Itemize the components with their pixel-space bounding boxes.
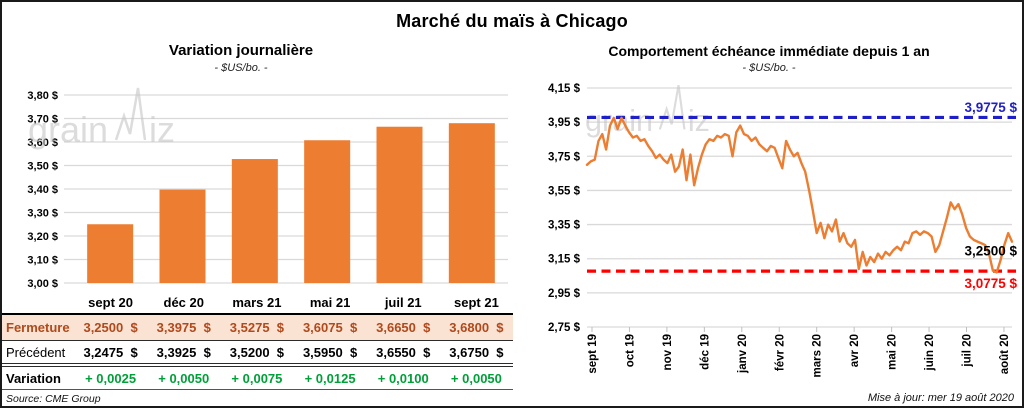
table-cell: 3,6650 $ (376, 320, 431, 335)
row-label: Variation (6, 371, 61, 386)
table-cell: + 0,0100 (377, 371, 429, 386)
y-axis-tick-label: 2,95 $ (548, 288, 581, 300)
table-cell: + 0,0050 (450, 371, 502, 386)
y-axis-tick-label: 3,15 $ (548, 254, 581, 266)
bar-juil 21 (376, 126, 423, 283)
y-axis-tick-label: 3,10 $ (27, 255, 58, 267)
column-header: sept 21 (454, 295, 499, 310)
y-axis-tick-label: 3,75 $ (548, 151, 581, 163)
table-cell: 3,5275 $ (229, 320, 285, 335)
watermark-text: iz (688, 104, 710, 138)
y-axis-tick-label: 3,40 $ (27, 184, 58, 196)
watermark-text: grain (28, 109, 108, 150)
bar-chart-subtitle: - $US/bo. - (214, 62, 268, 74)
x-axis-tick-label: nov 19 (662, 334, 674, 370)
daily-variation-bar-chart: 3,80 $ 3,70 $ 3,60 $ 3,50 $ 3,40 $ 3,30 $ 3,20… (27, 87, 508, 290)
page-title: Marché du maïs à Chicago (396, 11, 628, 31)
y-axis-tick-label: 2,75 $ (548, 322, 581, 334)
y-axis-tick-label: 3,35 $ (548, 220, 581, 232)
column-header: déc 20 (163, 295, 204, 310)
grainwiz-watermark: grain iz (585, 85, 710, 138)
table-cell: + 0,0075 (231, 371, 283, 386)
table-cell: 3,3975 $ (156, 320, 211, 335)
y-axis-tick-label: 3,80 $ (27, 90, 58, 102)
column-header: mars 21 (232, 295, 282, 310)
watermark-spike-icon (114, 87, 147, 141)
table-cell: + 0,0025 (85, 371, 137, 386)
line-chart-subtitle: - $US/bo. - (742, 62, 796, 74)
row-label: Précédent (6, 344, 66, 360)
watermark-spike-icon (658, 85, 686, 130)
bar-mai 21 (304, 140, 351, 283)
grainwiz-watermark: grain iz (28, 87, 175, 150)
update-note: Mise à jour: mer 19 août 2020 (867, 392, 1014, 404)
price-table: sept 20 déc 20 mars 21 mai 21 juil 21 sept 21… (2, 292, 513, 390)
table-cell: 3,6800 $ (449, 320, 504, 335)
x-axis-tick-label: févr 20 (774, 334, 786, 371)
reference-line-label: 3,0775 $ (964, 276, 1017, 291)
x-axis-tick-label: mai 20 (887, 334, 899, 370)
x-axis-tick-label: janv 20 (737, 334, 749, 374)
x-axis-tick-label: avr 20 (849, 334, 861, 367)
bar-mars 21 (231, 159, 278, 283)
x-axis-tick-label: août 20 (999, 334, 1011, 374)
table-row-precedent: Précédent 3,2475 $ 3,3925 $ 3,5200 $ 3,5950 … (2, 341, 513, 367)
reference-line-label: 3,9775 $ (964, 100, 1017, 115)
bar-sept 21 (448, 123, 495, 283)
watermark-text: iz (149, 109, 175, 150)
bar-déc 20 (159, 189, 206, 283)
table-cell: 3,6550 $ (376, 344, 431, 360)
line-chart-title: Comportement échéance immédiate depuis 1… (608, 43, 930, 59)
x-axis-tick-label: déc 19 (699, 334, 711, 370)
source-note: Source: CME Group (6, 393, 101, 405)
table-row-variation: Variation + 0,0025 + 0,0050 + 0,0075 + 0,012… (2, 368, 513, 390)
table-cell: 3,2500 $ (83, 320, 138, 335)
x-axis-tick-label: mars 20 (812, 334, 824, 377)
table-cell: 3,5200 $ (229, 344, 285, 360)
bar-chart-title: Variation journalière (168, 42, 314, 59)
y-axis-tick-label: 3,70 $ (27, 114, 58, 126)
y-axis-tick-label: 3,30 $ (27, 208, 58, 220)
x-axis-tick-label: juin 20 (924, 334, 936, 371)
column-header: sept 20 (88, 295, 133, 310)
table-cell: 3,5950 $ (302, 344, 358, 360)
y-axis-tick-label: 3,60 $ (27, 137, 58, 149)
y-axis-tick-label: 4,15 $ (548, 83, 581, 95)
y-axis-tick-label: 3,50 $ (27, 161, 58, 173)
watermark-text: grain (585, 104, 653, 138)
table-cell: 3,6075 $ (302, 320, 358, 335)
bar-sept 20 (87, 224, 134, 283)
one-year-price-line-chart: 4,15 $ 3,95 $ 3,75 $ 3,55 $ 3,35 $ 3,15 $ 2,95… (548, 83, 1017, 377)
x-axis-tick-label: juil 20 (962, 334, 974, 368)
price-series-line (585, 116, 1014, 274)
y-axis-tick-label: 3,00 $ (27, 278, 58, 290)
table-row-fermeture: Fermeture 3,2500 $ 3,3975 $ 3,5275 $ 3,6075 … (2, 315, 513, 341)
last-price-label: 3,2500 $ (964, 244, 1017, 259)
row-label: Fermeture (6, 320, 70, 335)
table-header-row: sept 20 déc 20 mars 21 mai 21 juil 21 sept 21 (2, 292, 513, 315)
table-cell: + 0,0050 (158, 371, 210, 386)
table-cell: + 0,0125 (304, 371, 356, 386)
column-header: mai 21 (309, 295, 351, 310)
table-cell: 3,6750 $ (449, 344, 504, 360)
table-cell: 3,2475 $ (83, 344, 138, 360)
y-axis-tick-label: 3,20 $ (27, 231, 58, 243)
x-axis-tick-label: oct 19 (624, 334, 636, 367)
y-axis-tick-label: 3,55 $ (548, 185, 581, 197)
column-header: juil 21 (384, 295, 422, 310)
y-axis-tick-label: 3,95 $ (548, 117, 581, 129)
x-axis-tick-label: sept 19 (587, 334, 599, 374)
table-cell: 3,3925 $ (156, 344, 211, 360)
